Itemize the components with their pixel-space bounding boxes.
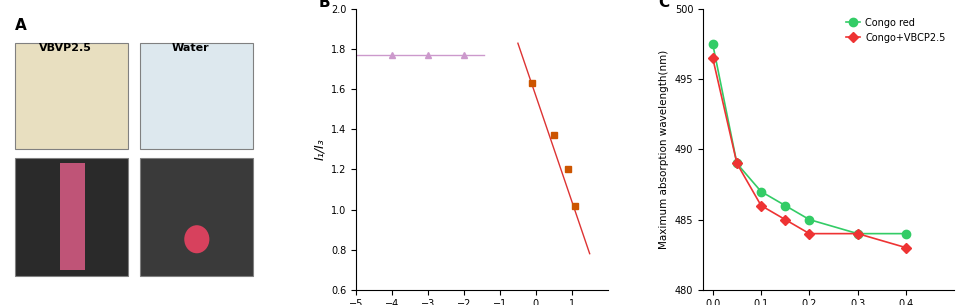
Bar xyxy=(14,158,127,276)
Bar xyxy=(141,158,254,276)
Congo+VBCP2.5 xyxy=(900,246,912,249)
Congo+VBCP2.5 xyxy=(707,56,718,60)
Text: B: B xyxy=(319,0,331,10)
Line: Congo+VBCP2.5: Congo+VBCP2.5 xyxy=(710,55,909,251)
Bar xyxy=(14,43,127,149)
Line: Congo red: Congo red xyxy=(709,40,910,238)
Congo red xyxy=(804,218,816,221)
Text: VBVP2.5: VBVP2.5 xyxy=(39,43,92,53)
Circle shape xyxy=(184,225,209,253)
Congo+VBCP2.5 xyxy=(804,232,816,235)
Congo+VBCP2.5 xyxy=(780,218,791,221)
Y-axis label: Maximum absorption wavelength(nm): Maximum absorption wavelength(nm) xyxy=(659,50,669,249)
Congo red xyxy=(780,204,791,207)
Congo red xyxy=(852,232,864,235)
Text: C: C xyxy=(657,0,669,10)
Congo+VBCP2.5 xyxy=(852,232,864,235)
Congo+VBCP2.5 xyxy=(731,162,742,165)
Bar xyxy=(60,163,85,270)
Congo+VBCP2.5 xyxy=(756,204,767,207)
Congo red xyxy=(707,42,718,46)
Congo red xyxy=(731,162,742,165)
Congo red xyxy=(900,232,912,235)
Y-axis label: I₁/I₃: I₁/I₃ xyxy=(312,138,326,160)
Legend: Congo red, Congo+VBCP2.5: Congo red, Congo+VBCP2.5 xyxy=(842,14,950,47)
Text: Water: Water xyxy=(172,43,209,53)
Bar xyxy=(141,43,254,149)
Text: A: A xyxy=(14,18,26,33)
Congo red xyxy=(756,190,767,193)
